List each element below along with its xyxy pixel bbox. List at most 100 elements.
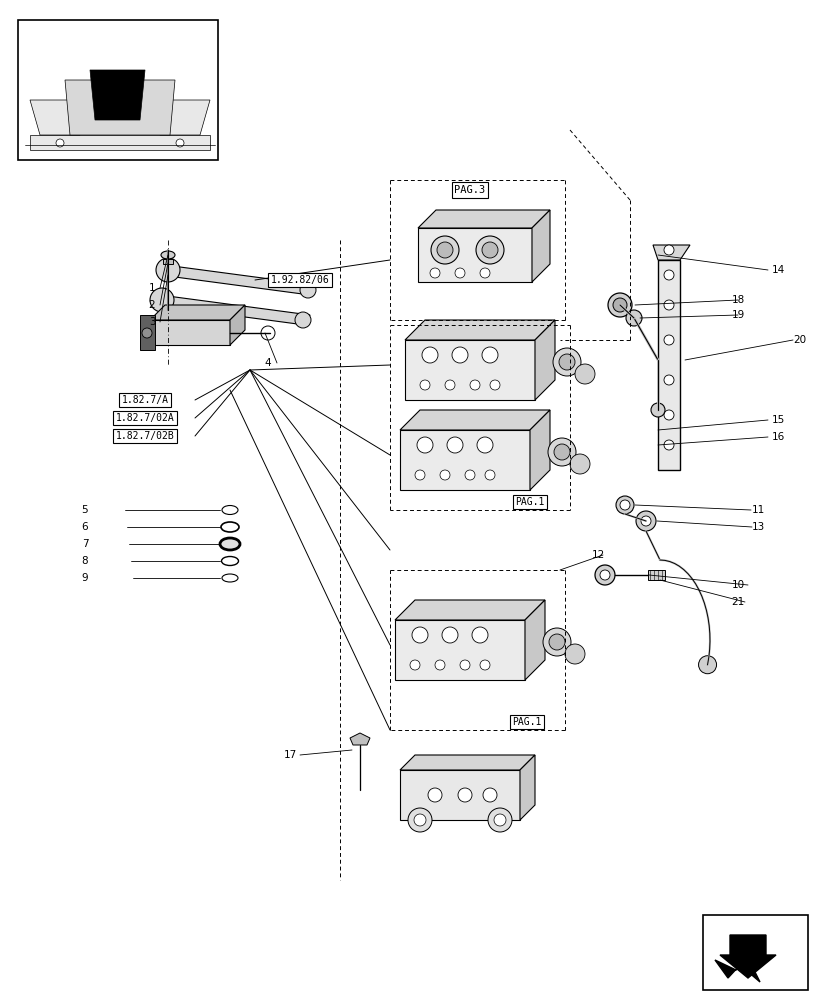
Polygon shape [519, 755, 534, 820]
Circle shape [663, 245, 673, 255]
Circle shape [431, 236, 458, 264]
Circle shape [437, 242, 452, 258]
Circle shape [434, 660, 444, 670]
Polygon shape [160, 265, 314, 295]
Circle shape [619, 500, 629, 510]
Circle shape [564, 644, 585, 664]
Text: 11: 11 [750, 505, 763, 515]
Circle shape [299, 282, 316, 298]
Polygon shape [65, 80, 174, 135]
Circle shape [442, 627, 457, 643]
Circle shape [417, 437, 433, 453]
Polygon shape [90, 70, 145, 120]
Polygon shape [399, 430, 529, 490]
Circle shape [663, 410, 673, 420]
Circle shape [150, 288, 174, 312]
Text: PAG.1: PAG.1 [514, 497, 544, 507]
Polygon shape [648, 570, 664, 580]
Circle shape [600, 570, 609, 580]
Circle shape [428, 788, 442, 802]
Text: 7: 7 [82, 539, 88, 549]
Circle shape [56, 139, 64, 147]
Circle shape [595, 565, 614, 585]
Ellipse shape [160, 251, 174, 259]
Circle shape [612, 298, 626, 312]
Polygon shape [230, 305, 245, 345]
Circle shape [409, 660, 419, 670]
Circle shape [650, 403, 664, 417]
Polygon shape [532, 210, 549, 282]
Circle shape [294, 312, 311, 328]
Circle shape [452, 347, 467, 363]
Circle shape [155, 258, 179, 282]
Polygon shape [715, 958, 759, 982]
Ellipse shape [222, 574, 237, 582]
Text: 6: 6 [82, 522, 88, 532]
Text: 9: 9 [82, 573, 88, 583]
Polygon shape [524, 600, 544, 680]
Text: 1: 1 [149, 283, 155, 293]
Text: 1.82.7/A: 1.82.7/A [122, 395, 169, 405]
Text: 18: 18 [730, 295, 743, 305]
Circle shape [625, 310, 641, 326]
Polygon shape [30, 135, 210, 150]
Circle shape [414, 470, 424, 480]
Circle shape [635, 511, 655, 531]
Circle shape [419, 380, 429, 390]
Text: 13: 13 [750, 522, 763, 532]
Circle shape [487, 808, 511, 832]
Circle shape [476, 236, 504, 264]
Circle shape [481, 347, 497, 363]
Text: 16: 16 [771, 432, 784, 442]
Circle shape [663, 375, 673, 385]
Bar [702, 915, 807, 990]
Circle shape [640, 516, 650, 526]
Circle shape [482, 788, 496, 802]
Polygon shape [394, 600, 544, 620]
Circle shape [470, 380, 480, 390]
Text: 14: 14 [771, 265, 784, 275]
Polygon shape [653, 245, 689, 260]
Text: 12: 12 [590, 550, 604, 560]
Circle shape [481, 242, 497, 258]
Polygon shape [418, 210, 549, 228]
Circle shape [460, 660, 470, 670]
Circle shape [607, 293, 631, 317]
Text: 10: 10 [730, 580, 743, 590]
Circle shape [615, 496, 633, 514]
Polygon shape [30, 100, 80, 135]
Polygon shape [399, 770, 519, 820]
Circle shape [444, 380, 455, 390]
Circle shape [663, 335, 673, 345]
Circle shape [455, 268, 465, 278]
Polygon shape [150, 305, 245, 320]
Text: 19: 19 [730, 310, 743, 320]
Circle shape [663, 440, 673, 450]
Circle shape [543, 628, 571, 656]
Circle shape [547, 438, 576, 466]
Text: PAG.1: PAG.1 [512, 717, 541, 727]
Circle shape [552, 348, 581, 376]
Bar [657, 260, 679, 470]
Text: 17: 17 [283, 750, 296, 760]
Circle shape [698, 656, 715, 674]
Polygon shape [404, 320, 554, 340]
Polygon shape [160, 100, 210, 135]
Polygon shape [140, 315, 155, 350]
Circle shape [480, 660, 490, 670]
Circle shape [663, 270, 673, 280]
Ellipse shape [221, 522, 239, 532]
Circle shape [261, 326, 275, 340]
Text: 1.82.7/02A: 1.82.7/02A [116, 413, 174, 423]
Text: 15: 15 [771, 415, 784, 425]
Circle shape [439, 470, 449, 480]
Circle shape [412, 627, 428, 643]
Polygon shape [404, 340, 534, 400]
Circle shape [476, 437, 492, 453]
Circle shape [490, 380, 500, 390]
Ellipse shape [220, 538, 240, 550]
Circle shape [471, 627, 487, 643]
Circle shape [447, 437, 462, 453]
Circle shape [494, 814, 505, 826]
Polygon shape [719, 935, 775, 978]
